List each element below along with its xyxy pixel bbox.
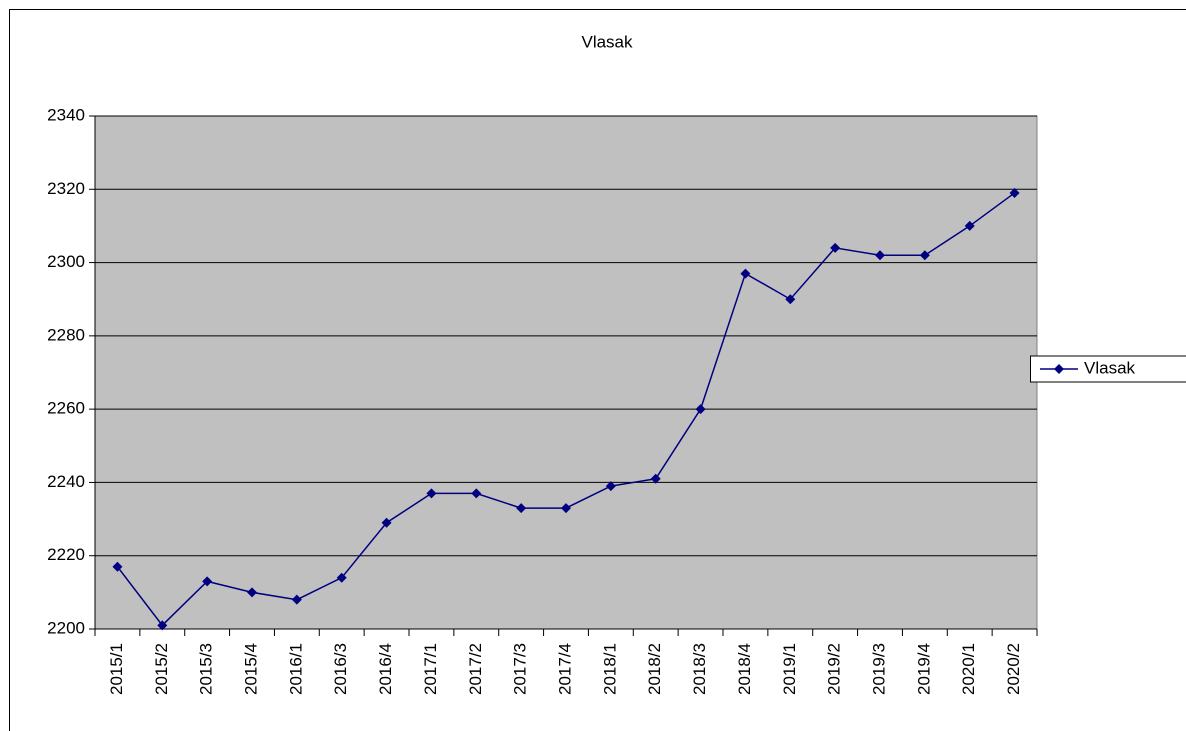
- x-tick-label: 2018/3: [690, 643, 709, 695]
- point-marker: [785, 294, 796, 305]
- point-marker: [830, 242, 841, 253]
- point-marker: [875, 250, 885, 261]
- x-tick-label: 2019/2: [825, 643, 844, 695]
- legend-marker: [1054, 364, 1064, 374]
- chart-border: [9, 9, 1186, 731]
- point-marker: [426, 488, 437, 499]
- point-marker: [1009, 187, 1020, 198]
- x-tick-label: 2016/1: [286, 643, 305, 695]
- x-tick-label: 2015/3: [197, 643, 216, 695]
- point-marker: [740, 268, 751, 279]
- x-tick-label: 2017/4: [555, 643, 574, 695]
- point-marker: [561, 503, 571, 514]
- point-marker: [471, 488, 482, 499]
- chart-title: Vlasak: [581, 32, 633, 51]
- y-tick-label: 2260: [47, 399, 85, 418]
- y-tick-label: 2240: [47, 472, 85, 491]
- x-tick-label: 2016/3: [331, 643, 350, 695]
- x-tick-label: 2017/1: [421, 643, 440, 695]
- point-marker: [516, 503, 527, 514]
- x-tick-label: 2019/3: [869, 643, 888, 695]
- x-tick-label: 2015/2: [152, 643, 171, 695]
- x-tick-label: 2019/1: [780, 643, 799, 695]
- point-marker: [695, 404, 706, 415]
- point-marker: [381, 517, 392, 528]
- x-tick-label: 2018/1: [600, 643, 619, 695]
- x-tick-label: 2020/2: [1004, 643, 1023, 695]
- x-tick-label: 2017/3: [511, 643, 530, 695]
- point-marker: [112, 561, 123, 572]
- x-tick-label: 2018/4: [735, 643, 754, 695]
- x-tick-label: 2017/2: [466, 643, 485, 695]
- y-tick-label: 2220: [47, 545, 85, 564]
- point-marker: [650, 473, 661, 484]
- x-tick-label: 2015/1: [107, 643, 126, 695]
- y-tick-label: 2340: [47, 105, 85, 124]
- y-tick-label: 2320: [47, 179, 85, 198]
- x-tick-label: 2015/4: [241, 643, 260, 695]
- point-marker: [202, 576, 213, 587]
- x-tick-label: 2019/4: [914, 643, 933, 695]
- plot-area: [94, 115, 1038, 630]
- point-marker: [605, 481, 616, 492]
- x-tick-label: 2018/2: [645, 643, 664, 695]
- point-marker: [964, 220, 975, 231]
- point-marker: [291, 594, 302, 605]
- legend-label: Vlasak: [1084, 358, 1136, 377]
- point-marker: [919, 250, 930, 261]
- y-tick-label: 2200: [47, 618, 85, 637]
- y-tick-label: 2280: [47, 325, 85, 344]
- y-tick-label: 2300: [47, 252, 85, 271]
- point-marker: [247, 587, 257, 598]
- point-marker: [157, 620, 168, 631]
- point-marker: [336, 572, 347, 583]
- x-tick-label: 2020/1: [959, 643, 978, 695]
- x-tick-label: 2016/4: [376, 643, 395, 695]
